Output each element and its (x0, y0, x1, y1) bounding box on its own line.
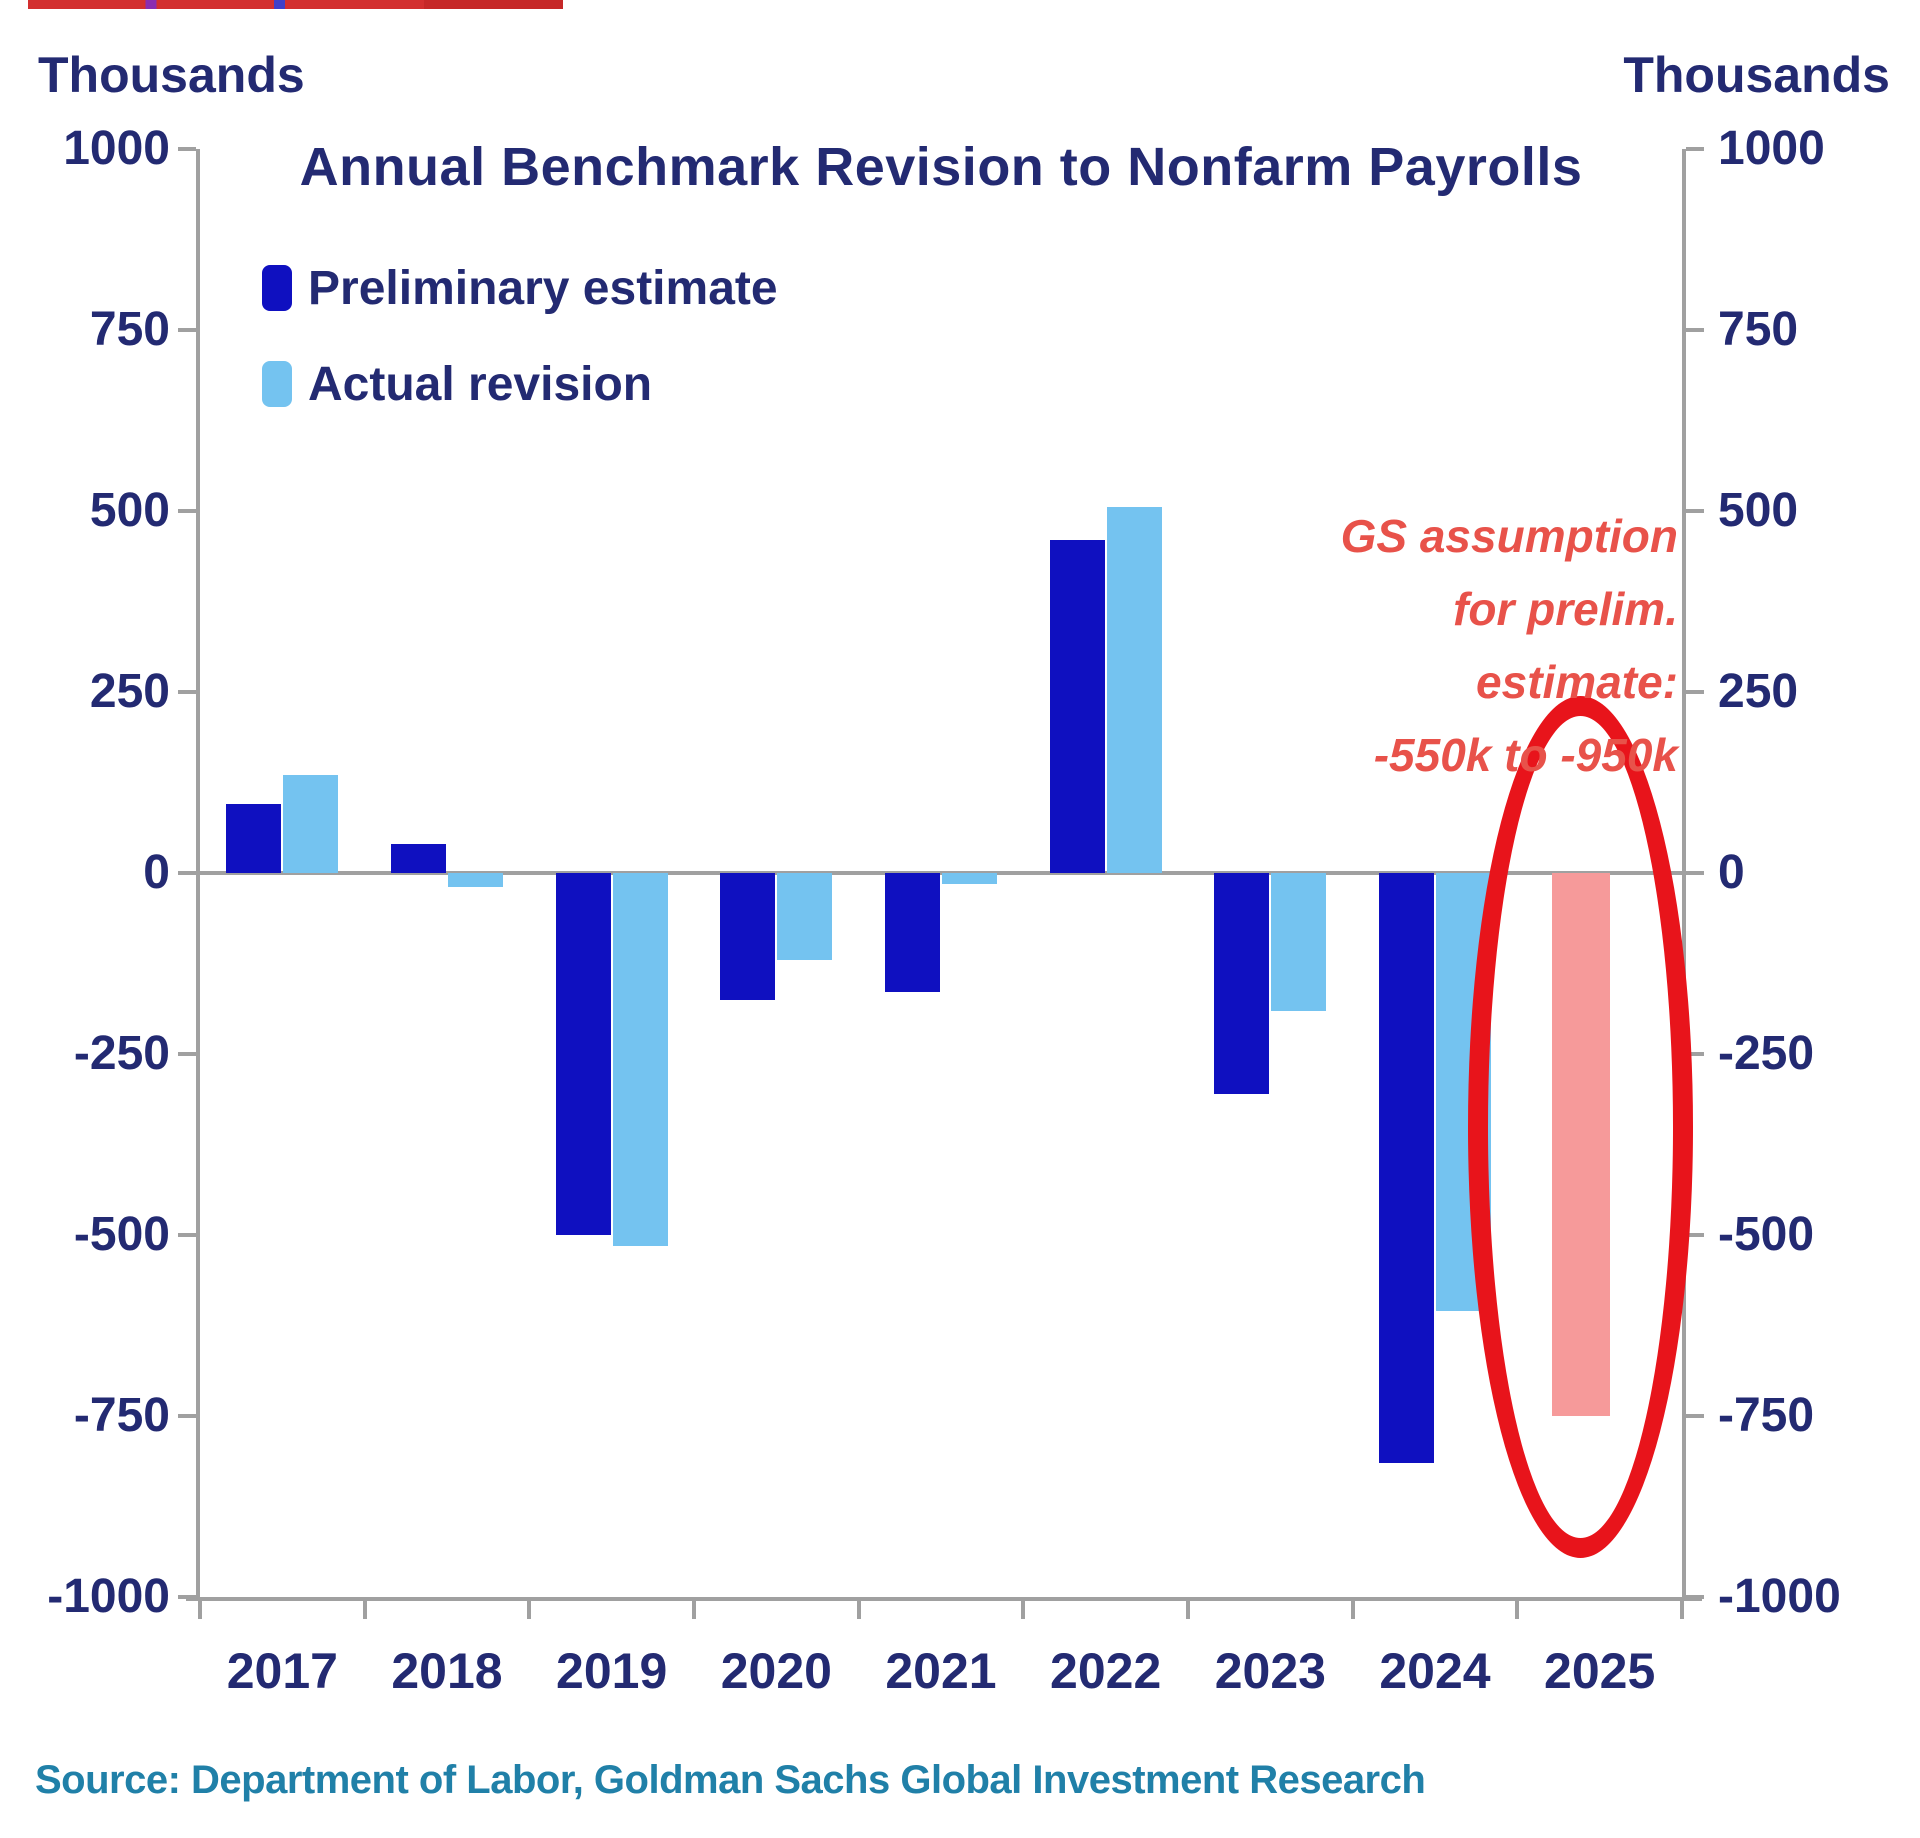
legend-swatch-actual-revision (262, 361, 292, 407)
bar-preliminary-estimate-2017 (226, 804, 282, 873)
y-tick-left-750 (178, 328, 196, 332)
y-tick-left--750 (178, 1414, 196, 1418)
left-axis-unit-label: Thousands (38, 47, 305, 103)
y-tick-left-500 (178, 509, 196, 513)
bar-preliminary-estimate-2020 (720, 873, 776, 1000)
y-tick-label-left-250: 250 (89, 665, 170, 718)
cropped-edge-artifact (28, 0, 563, 9)
legend-label-actual-revision: Actual revision (308, 357, 653, 411)
y-tick-label-right--750: -750 (1718, 1389, 1815, 1442)
bar-preliminary-estimate-2023 (1214, 873, 1270, 1094)
bar-preliminary-estimate-2021 (885, 873, 940, 993)
y-tick-label-left-1000: 1000 (63, 122, 170, 175)
x-tick-1 (362, 1597, 367, 1619)
y-tick-left--1000 (178, 1595, 196, 1599)
x-axis-label-2018: 2018 (391, 1643, 503, 1699)
highlight-ellipse (1468, 696, 1693, 1558)
x-tick-0 (198, 1597, 202, 1619)
bar-actual-revision-2019 (612, 873, 668, 1246)
x-axis-label-2021: 2021 (885, 1643, 997, 1699)
y-tick-label-right-750: 750 (1718, 303, 1799, 356)
annotation-line-3: estimate: (1476, 656, 1678, 708)
y-tick-label-right-500: 500 (1718, 484, 1799, 537)
annotation-line-1: GS assumption (1340, 510, 1678, 562)
x-axis-label-2023: 2023 (1214, 1643, 1326, 1699)
bar-preliminary-estimate-2022 (1049, 539, 1105, 873)
legend-swatch-preliminary-estimate (262, 265, 292, 311)
y-tick-right-750 (1686, 328, 1704, 332)
y-tick-label-right-0: 0 (1718, 846, 1745, 899)
y-tick-left-0 (178, 871, 196, 875)
x-tick-8 (1515, 1597, 1520, 1619)
bar-preliminary-estimate-2018 (391, 844, 446, 873)
y-tick-label-right--250: -250 (1718, 1027, 1815, 1080)
y-tick-right-0 (1686, 871, 1704, 875)
x-tick-3 (692, 1597, 696, 1619)
x-axis-label-2022: 2022 (1050, 1643, 1162, 1699)
y-tick-label-right--500: -500 (1718, 1208, 1815, 1261)
right-axis-unit-label: Thousands (1623, 47, 1890, 103)
x-tick-4 (856, 1597, 861, 1619)
x-tick-2 (527, 1597, 532, 1619)
x-axis-label-2017: 2017 (226, 1643, 338, 1699)
y-tick-right-1000 (1686, 147, 1704, 151)
y-tick-label-left--1000: -1000 (47, 1570, 170, 1623)
chart-title: Annual Benchmark Revision to Nonfarm Pay… (299, 137, 1583, 197)
annotation-line-2: for prelim. (1453, 583, 1678, 635)
bar-preliminary-estimate-2019 (555, 873, 611, 1235)
y-tick-label-left-750: 750 (89, 303, 170, 356)
y-tick-left--500 (178, 1233, 196, 1237)
zero-line (200, 871, 1682, 875)
legend: Preliminary estimate Actual revision (262, 256, 778, 448)
x-axis-label-2024: 2024 (1379, 1643, 1491, 1699)
x-axis-label-2025: 2025 (1544, 1643, 1656, 1699)
left-axis-line (196, 149, 200, 1601)
legend-item-actual-revision: Actual revision (262, 352, 778, 416)
y-tick-right--500 (1686, 1233, 1704, 1237)
y-tick-right--750 (1686, 1414, 1704, 1418)
y-tick-right--250 (1686, 1052, 1704, 1056)
y-tick-right--1000 (1686, 1595, 1704, 1599)
x-axis-label-2020: 2020 (720, 1643, 832, 1699)
annotation-line-4: -550k to -950k (1373, 729, 1678, 781)
gs-assumption-annotation: GS assumption for prelim. estimate: -550… (1341, 500, 1678, 792)
legend-item-preliminary-estimate: Preliminary estimate (262, 256, 778, 320)
source-note: Source: Department of Labor, Goldman Sac… (35, 1758, 1426, 1802)
x-tick-7 (1350, 1597, 1355, 1619)
bar-actual-revision-2020 (777, 873, 833, 960)
y-tick-left--250 (178, 1052, 196, 1056)
y-tick-label-right-250: 250 (1718, 665, 1799, 718)
bar-actual-revision-2021 (942, 873, 997, 884)
y-tick-label-left-0: 0 (143, 846, 170, 899)
bar-actual-revision-2022 (1106, 507, 1162, 873)
y-tick-label-left-500: 500 (89, 484, 170, 537)
x-tick-6 (1186, 1597, 1190, 1619)
y-tick-right-500 (1686, 509, 1704, 513)
bar-preliminary-estimate-2024 (1379, 873, 1434, 1464)
y-tick-label-left--500: -500 (73, 1208, 170, 1261)
right-axis-line (1682, 149, 1686, 1601)
y-tick-label-left--250: -250 (73, 1027, 170, 1080)
bottom-axis-line (186, 1597, 1702, 1601)
y-tick-right-250 (1686, 690, 1704, 694)
y-tick-label-right--1000: -1000 (1718, 1570, 1841, 1623)
bar-actual-revision-2018 (448, 873, 503, 888)
x-tick-9 (1680, 1597, 1684, 1619)
x-tick-5 (1021, 1597, 1026, 1619)
x-axis-label-2019: 2019 (556, 1643, 668, 1699)
bar-actual-revision-2023 (1271, 873, 1327, 1011)
legend-label-preliminary-estimate: Preliminary estimate (308, 261, 778, 315)
y-tick-left-1000 (178, 147, 196, 151)
y-tick-label-left--750: -750 (73, 1389, 170, 1442)
bar-actual-revision-2017 (283, 775, 339, 873)
y-tick-label-right-1000: 1000 (1718, 122, 1825, 175)
y-tick-left-250 (178, 690, 196, 694)
